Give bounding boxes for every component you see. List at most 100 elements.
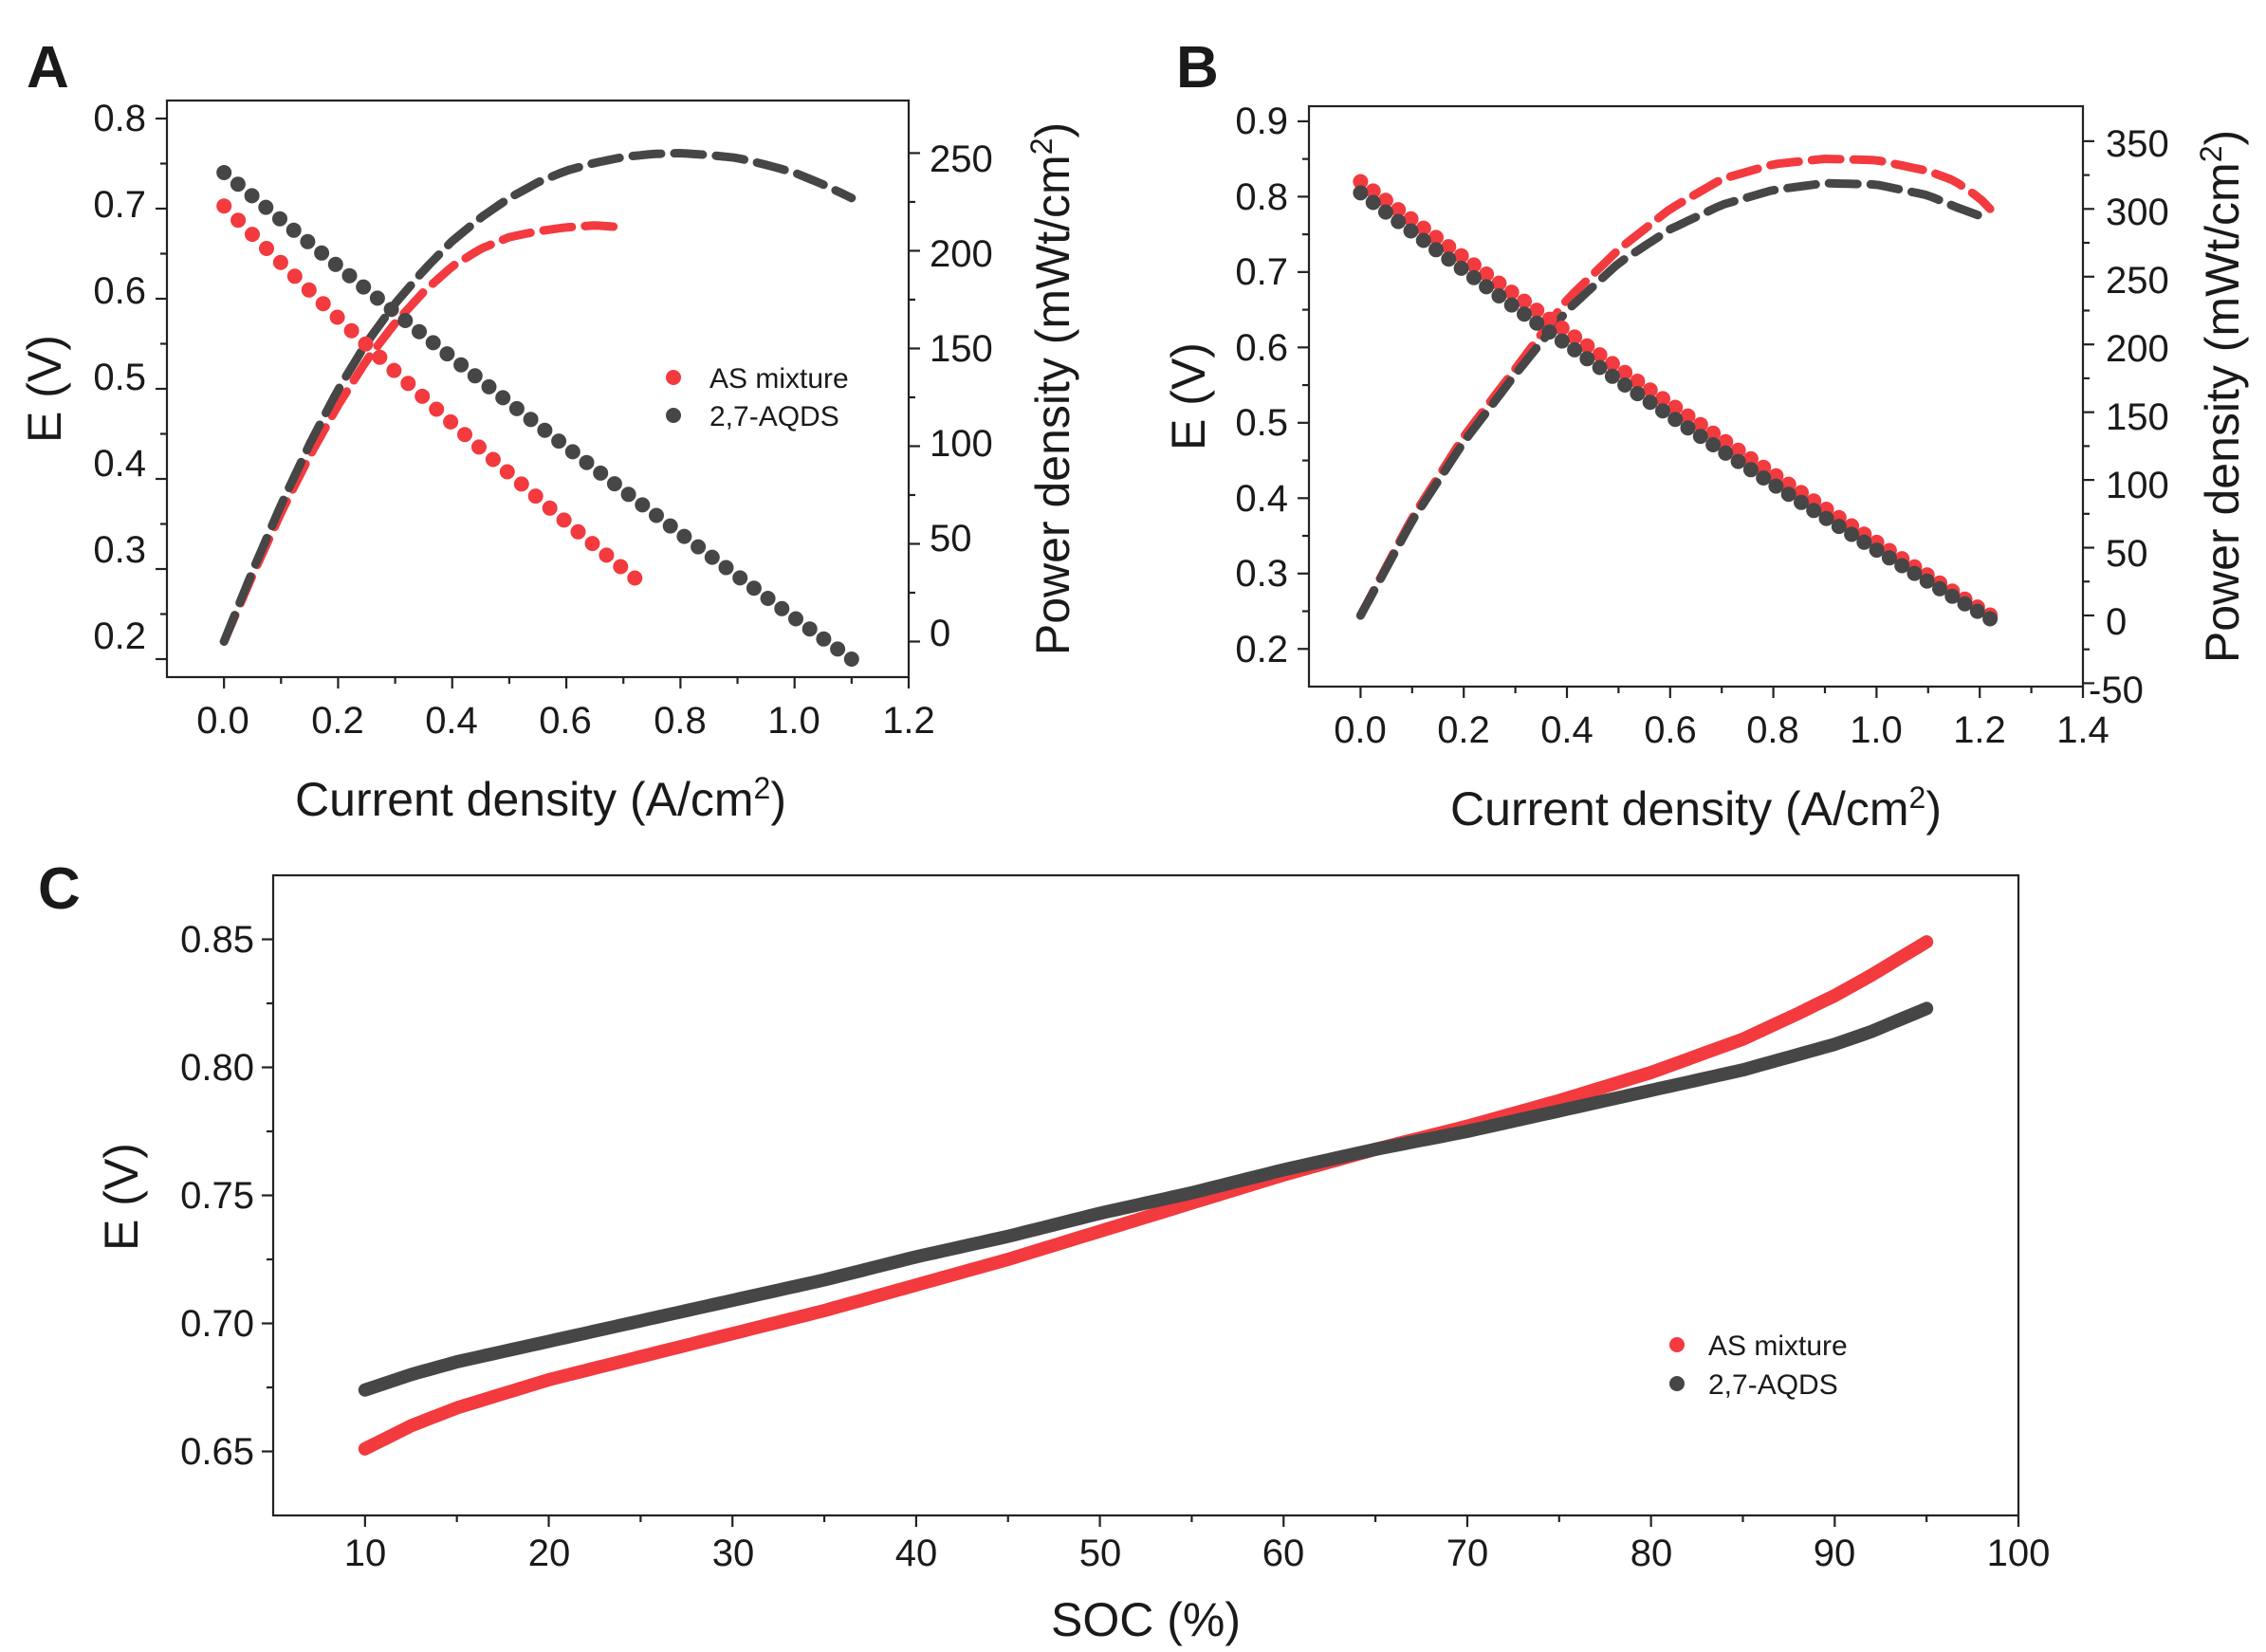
data-point-2-7-aqds (1579, 351, 1595, 367)
y-tick-label: 0.8 (93, 98, 146, 139)
data-point-2-7-aqds (606, 476, 622, 492)
y2-axis-title: Power density (mWt/cm2) (2194, 130, 2249, 663)
data-point-2-7-aqds (1453, 260, 1469, 276)
data-point-as-mixture (527, 488, 543, 505)
data-point-as-mixture (485, 451, 501, 468)
data-point-2-7-aqds (1730, 453, 1746, 469)
data-point-as-mixture (471, 439, 487, 455)
data-point-2-7-aqds (1969, 603, 1985, 619)
data-point-2-7-aqds (1617, 377, 1633, 393)
data-point-2-7-aqds (300, 233, 316, 249)
data-point-2-7-aqds (1844, 526, 1860, 542)
data-point-2-7-aqds (1957, 596, 1973, 612)
data-point-2-7-aqds (508, 400, 525, 416)
data-point-as-mixture (1541, 311, 1557, 327)
y2-tick-label: 350 (2106, 123, 2169, 165)
data-point-as-mixture (259, 241, 274, 256)
x-tick-label: 0.0 (196, 700, 249, 742)
data-point-as-mixture (1617, 364, 1633, 380)
y-tick-label: 0.3 (93, 529, 146, 571)
data-point-2-7-aqds (1529, 315, 1545, 331)
y-axis-title: E (V) (18, 335, 71, 443)
x-tick-label: 80 (1630, 1533, 1673, 1574)
data-point-as-mixture (1479, 266, 1495, 282)
data-point-as-mixture (315, 296, 331, 312)
data-point-as-mixture (1667, 399, 1684, 415)
data-point-as-mixture (1503, 285, 1520, 301)
data-point-2-7-aqds (830, 641, 846, 657)
x-tick-label: 1.0 (1850, 709, 1903, 751)
data-point-2-7-aqds (1894, 558, 1910, 574)
data-point-2-7-aqds (843, 652, 859, 667)
y-tick-label: 0.6 (1235, 327, 1288, 369)
x-axis-title-text: SOC (%) (1051, 1593, 1241, 1646)
plot-frame-b (1307, 104, 2085, 688)
data-point-2-7-aqds (732, 570, 748, 586)
data-point-as-mixture (272, 254, 288, 270)
data-point-2-7-aqds (1541, 324, 1557, 340)
x-axis-title-sup: 2 (754, 771, 771, 805)
data-point-2-7-aqds (1441, 251, 1457, 267)
data-point-as-mixture (1592, 347, 1608, 363)
data-point-as-mixture (1554, 321, 1570, 336)
data-point-2-7-aqds (816, 631, 832, 647)
x-tick-label: 100 (1987, 1533, 2051, 1574)
data-point-2-7-aqds (1768, 478, 1784, 494)
y-axis-title-text: E (V) (1162, 342, 1215, 450)
data-point-as-mixture (1692, 416, 1708, 432)
y2-tick-label: 50 (930, 518, 972, 560)
x-tick-label: 90 (1814, 1533, 1856, 1574)
legend-marker-aqds (666, 408, 681, 423)
data-point-2-7-aqds (564, 444, 580, 460)
x-tick-label: 20 (528, 1533, 571, 1574)
data-point-2-7-aqds (691, 539, 707, 555)
y-tick-label: 0.85 (180, 919, 254, 961)
x-tick-label: 0.2 (1437, 709, 1490, 751)
data-point-as-mixture (1730, 442, 1746, 458)
data-point-2-7-aqds (662, 518, 678, 534)
legend-c: AS mixture 2,7-AQDS (1669, 1331, 1848, 1401)
x-axis-title-sup: 2 (1909, 780, 1926, 815)
data-point-2-7-aqds (1742, 462, 1759, 478)
data-point-2-7-aqds (1642, 395, 1658, 411)
data-point-as-mixture (372, 349, 388, 365)
data-point-as-mixture (1579, 338, 1595, 354)
x-axis-title-end: ) (1925, 782, 1942, 835)
data-point-as-mixture (286, 268, 303, 285)
data-point-2-7-aqds (1465, 269, 1482, 285)
data-point-as-mixture (1567, 329, 1583, 345)
data-point-2-7-aqds (1806, 503, 1822, 519)
legend-label-aqds: 2,7-AQDS (709, 401, 839, 432)
y-tick-label: 0.2 (93, 615, 146, 657)
data-point-2-7-aqds (1718, 445, 1734, 461)
data-point-as-mixture (358, 336, 374, 352)
data-point-as-mixture (457, 427, 472, 443)
data-point-2-7-aqds (1705, 437, 1722, 452)
data-point-as-mixture (216, 198, 232, 214)
data-point-2-7-aqds (1907, 565, 1923, 581)
data-point-2-7-aqds (369, 290, 385, 306)
data-point-as-mixture (627, 570, 643, 586)
x-tick-label: 0.8 (654, 700, 707, 742)
legend-marker-aqds (1669, 1376, 1685, 1391)
y-tick-label: 0.75 (180, 1175, 254, 1217)
legend-marker-as-mixture (1669, 1337, 1685, 1352)
data-point-2-7-aqds (746, 580, 762, 597)
data-point-2-7-aqds (760, 591, 776, 606)
data-point-2-7-aqds (718, 560, 734, 576)
soc-curve-2-7-aqds (358, 1001, 1934, 1397)
x-axis-title: SOC (%) (1051, 1593, 1241, 1646)
data-point-2-7-aqds (356, 279, 372, 295)
x-tick-label: 1.0 (767, 700, 820, 742)
data-point-as-mixture (343, 322, 359, 339)
axis-ticks-b (1298, 119, 2094, 698)
data-point-2-7-aqds (593, 465, 609, 481)
data-point-2-7-aqds (551, 433, 567, 450)
y-tick-label: 0.6 (93, 270, 146, 312)
y-tick-label: 0.9 (1235, 101, 1288, 142)
data-point-2-7-aqds (383, 302, 399, 318)
data-point-2-7-aqds (1919, 573, 1935, 589)
power-curve-as-mixture (219, 221, 628, 646)
data-point-2-7-aqds (495, 390, 511, 406)
